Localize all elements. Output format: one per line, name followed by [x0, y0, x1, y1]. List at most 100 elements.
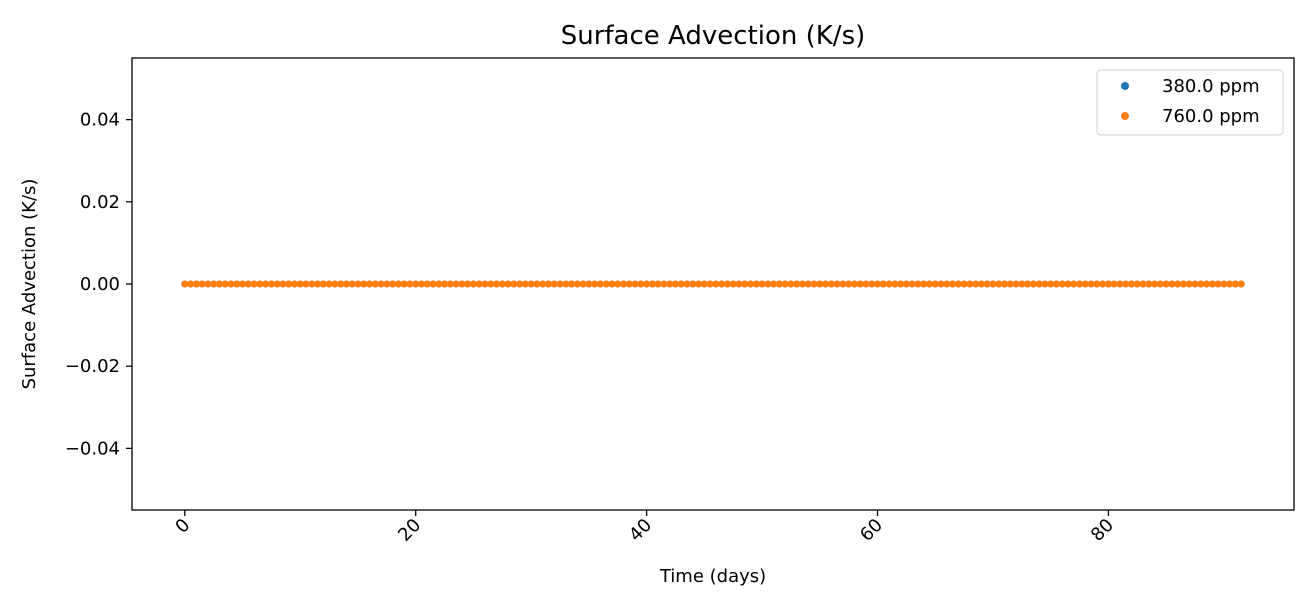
data-point: [435, 280, 443, 288]
data-point: [389, 280, 397, 288]
data-point: [1058, 280, 1066, 288]
y-axis-label: Surface Advection (K/s): [19, 179, 40, 390]
data-point: [706, 280, 714, 288]
data-point: [348, 280, 356, 288]
data-point: [712, 280, 720, 288]
data-point: [1006, 280, 1014, 288]
data-point: [516, 280, 524, 288]
data-point: [949, 280, 957, 288]
chart-title: Surface Advection (K/s): [561, 21, 866, 51]
data-point: [1179, 280, 1187, 288]
data-point: [620, 280, 628, 288]
data-point: [648, 280, 656, 288]
data-point: [972, 280, 980, 288]
data-point: [908, 280, 916, 288]
series-1: [181, 280, 1245, 288]
data-point: [273, 280, 281, 288]
data-point: [833, 280, 841, 288]
data-point: [1151, 280, 1159, 288]
data-point: [1197, 280, 1205, 288]
data-point: [377, 280, 385, 288]
data-point: [683, 280, 691, 288]
data-point: [822, 280, 830, 288]
data-point: [1208, 280, 1216, 288]
data-point: [977, 280, 985, 288]
data-point: [695, 280, 703, 288]
data-point: [1139, 280, 1147, 288]
data-point: [446, 280, 454, 288]
data-point: [1024, 280, 1032, 288]
data-point: [493, 280, 501, 288]
data-point: [989, 280, 997, 288]
data-point: [331, 280, 339, 288]
data-point: [764, 280, 772, 288]
data-point: [1018, 280, 1026, 288]
data-point: [758, 280, 766, 288]
data-point: [1220, 280, 1228, 288]
data-point: [510, 280, 518, 288]
data-point: [596, 280, 604, 288]
data-point: [1156, 280, 1164, 288]
data-point: [643, 280, 651, 288]
data-point: [568, 280, 576, 288]
data-point: [1168, 280, 1176, 288]
data-point: [544, 280, 552, 288]
data-point: [192, 280, 200, 288]
data-point: [533, 280, 541, 288]
data-point: [914, 280, 922, 288]
data-point: [354, 280, 362, 288]
data-point: [417, 280, 425, 288]
data-point: [585, 280, 593, 288]
legend-box: [1096, 69, 1284, 136]
y-tick-label: −0.04: [65, 438, 120, 459]
data-point: [244, 280, 252, 288]
y-tick-label: 0.04: [80, 110, 120, 131]
data-point: [660, 280, 668, 288]
data-point: [187, 280, 195, 288]
data-point: [1122, 280, 1130, 288]
data-point: [556, 280, 564, 288]
data-point: [1012, 280, 1020, 288]
data-point: [1076, 280, 1084, 288]
data-point: [250, 280, 258, 288]
data-point: [1145, 280, 1153, 288]
data-point: [233, 280, 241, 288]
data-point: [752, 280, 760, 288]
data-point: [550, 280, 558, 288]
data-point: [868, 280, 876, 288]
data-point: [816, 280, 824, 288]
data-point: [856, 280, 864, 288]
data-point: [983, 280, 991, 288]
data-point: [1185, 280, 1193, 288]
data-point: [504, 280, 512, 288]
x-axis-label: Time (days): [659, 566, 766, 587]
data-point: [239, 280, 247, 288]
data-point: [1226, 280, 1234, 288]
data-point: [845, 280, 853, 288]
data-point: [441, 280, 449, 288]
data-point: [925, 280, 933, 288]
data-point: [181, 280, 189, 288]
data-point: [874, 280, 882, 288]
data-point: [920, 280, 928, 288]
data-point: [666, 280, 674, 288]
data-point: [700, 280, 708, 288]
x-axis-ticks: 0 20 40 60 80: [171, 510, 1118, 546]
data-point: [400, 280, 408, 288]
data-point: [290, 280, 298, 288]
data-point: [781, 280, 789, 288]
data-point: [314, 280, 322, 288]
data-point: [539, 280, 547, 288]
data-point: [394, 280, 402, 288]
legend: 380.0 ppm 760.0 ppm: [1096, 69, 1284, 136]
data-point: [839, 280, 847, 288]
data-point: [383, 280, 391, 288]
data-point: [735, 280, 743, 288]
data-point: [469, 280, 477, 288]
data-point: [221, 280, 229, 288]
data-point: [412, 280, 420, 288]
data-point: [602, 280, 610, 288]
data-point: [804, 280, 812, 288]
data-point: [729, 280, 737, 288]
data-point: [1052, 280, 1060, 288]
